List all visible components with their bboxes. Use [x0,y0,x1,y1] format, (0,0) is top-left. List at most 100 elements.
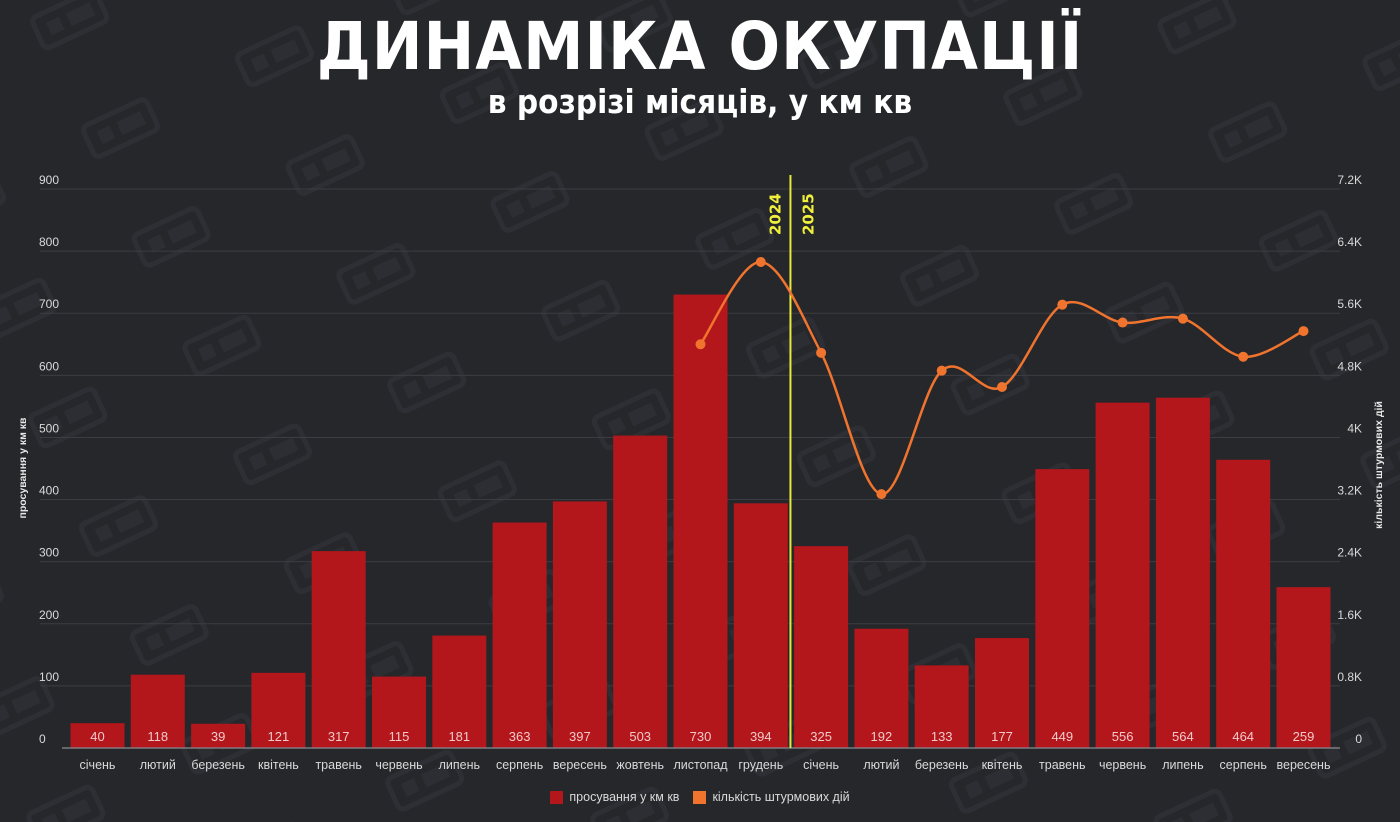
category-label: січень [803,758,839,772]
left-tick-label: 100 [39,670,59,684]
legend-item-bars[interactable]: просування у км кв [550,790,679,804]
category-labels: січень лютий березень квітень травень червень… [80,758,1331,772]
line-point[interactable] [695,339,706,350]
line-point[interactable] [1238,351,1249,362]
category-label: березень [915,758,969,772]
bar-value-label: 192 [871,729,893,744]
legend-swatch-red [550,790,564,804]
right-tick-label: 0.8K [1337,670,1362,684]
category-label: червень [375,758,422,772]
right-tick-label: 3.2K [1337,484,1362,498]
year-label-2025: 2025 [799,193,817,235]
chart-legend: просування у км кв кількість штурмових д… [0,790,1400,804]
bar[interactable]: 449 [1035,469,1090,748]
bar[interactable]: 181 [432,635,487,748]
right-tick-label: 6.4K [1337,235,1362,249]
category-label: вересень [553,758,607,772]
line-point[interactable] [1298,326,1309,337]
category-label: січень [80,758,116,772]
bar-value-label: 730 [690,729,712,744]
right-tick-label: 0 [1355,732,1362,746]
year-label-2024: 2024 [766,193,784,235]
bar-value-label: 363 [509,729,531,744]
right-tick-label: 4.8K [1337,359,1362,373]
left-tick-label: 300 [39,546,59,560]
category-label: квітень [982,758,1023,772]
right-axis-ticks: 0 0.8K 1.6K 2.4K 3.2K 4K 4.8K 5.6K 6.4K 7.2K [1337,173,1362,746]
bar[interactable]: 556 [1095,402,1150,748]
bar[interactable]: 192 [854,628,909,748]
line-point[interactable] [755,256,766,267]
bar-value-label: 259 [1293,729,1315,744]
category-label: листопад [673,758,728,772]
bar-value-label: 464 [1232,729,1254,744]
bar-value-label: 40 [90,729,104,744]
bar-value-label: 133 [931,729,953,744]
line-point[interactable] [876,489,887,500]
category-label: грудень [738,758,783,772]
category-label: серпень [1220,758,1267,772]
category-label: липень [1162,758,1203,772]
left-axis-title: просування у км кв [17,417,29,519]
right-axis-title: кількість штурмових дій [1373,401,1385,529]
bar-value-label: 39 [211,729,225,744]
category-label: квітень [258,758,299,772]
left-axis-ticks: 0 100 200 300 400 500 600 700 800 900 [39,173,59,746]
line-point[interactable] [816,347,827,358]
bar[interactable]: 39 [191,723,246,748]
bar-value-label: 317 [328,729,350,744]
bar-value-label: 181 [448,729,470,744]
left-tick-label: 800 [39,235,59,249]
line-point[interactable] [1177,313,1188,324]
category-label: червень [1099,758,1146,772]
right-tick-label: 1.6K [1337,608,1362,622]
left-tick-label: 200 [39,608,59,622]
bar[interactable]: 730 [673,294,728,748]
bar-value-label: 556 [1112,729,1134,744]
bar[interactable]: 503 [613,435,668,748]
bar[interactable]: 121 [251,672,306,748]
bar-series: 40 118 39 121 317 115 181 363 397 503 730 394 325 192… [70,294,1331,748]
legend-label-bars: просування у км кв [569,790,680,804]
right-tick-label: 2.4K [1337,546,1362,560]
bar[interactable]: 394 [733,503,788,748]
bar[interactable]: 133 [914,665,969,748]
category-label: травень [315,758,362,772]
legend-label-line: кількість штурмових дій [712,790,850,804]
line-point[interactable] [1057,299,1068,310]
page-title: ДИНАМІКА ОКУПАЦІЇ [316,8,1084,85]
bar[interactable]: 325 [794,546,849,748]
left-tick-label: 400 [39,484,59,498]
category-label: липень [439,758,480,772]
category-label: лютий [863,758,899,772]
bar[interactable]: 259 [1276,587,1331,748]
bar[interactable]: 115 [372,676,426,748]
right-tick-label: 5.6K [1337,297,1362,311]
legend-item-line[interactable]: кількість штурмових дій [693,790,850,804]
bar-value-label: 449 [1051,729,1073,744]
left-tick-label: 700 [39,297,59,311]
bar-value-label: 564 [1172,729,1194,744]
category-label: лютий [140,758,176,772]
category-label: вересень [1277,758,1331,772]
bar[interactable]: 317 [311,551,366,748]
line-point[interactable] [1117,317,1128,328]
line-point[interactable] [936,365,947,376]
line-point[interactable] [997,381,1007,392]
bar-value-label: 503 [629,729,651,744]
bar[interactable]: 564 [1155,397,1210,748]
category-label: жовтень [616,758,664,772]
right-tick-label: 7.2K [1337,173,1362,187]
left-tick-label: 900 [39,173,59,187]
year-divider: 2024 2025 [766,175,817,748]
bar[interactable]: 118 [130,674,185,748]
bar-value-label: 121 [268,729,290,744]
bar[interactable]: 177 [975,638,1029,748]
category-label: серпень [496,758,543,772]
bar-value-label: 177 [991,729,1013,744]
bar[interactable]: 363 [492,522,547,748]
bar[interactable]: 40 [70,723,125,748]
bar[interactable]: 464 [1216,459,1271,748]
bar[interactable]: 397 [552,501,607,748]
